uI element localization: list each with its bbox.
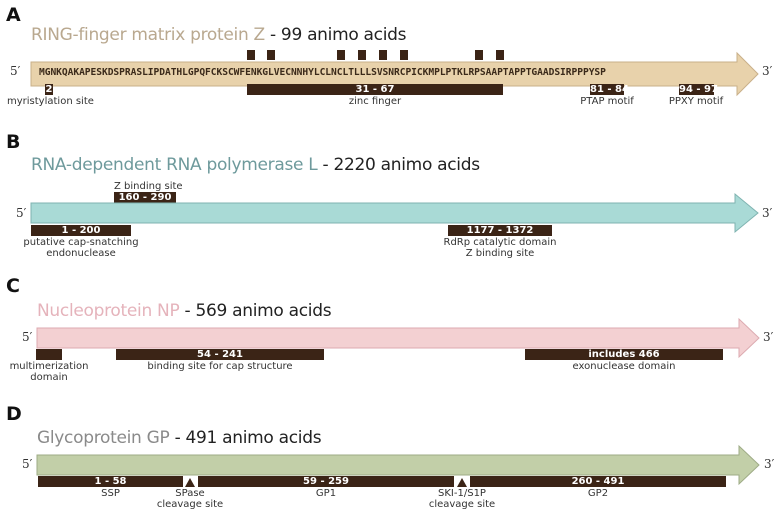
feature-label-ppxy: PPXY motif	[668, 96, 724, 107]
protein-length-gp: - 491 animo acids	[169, 428, 322, 448]
panel-d-title: Glycoprotein GP - 491 animo acids	[37, 428, 322, 448]
feature-label-endonuclease-2: endonuclease	[46, 248, 116, 259]
panel-letter-a: A	[6, 4, 21, 26]
zinc-marker-34	[267, 50, 275, 60]
three-prime-label-a: 3′	[762, 64, 773, 78]
feature-label-endonuclease: putative cap-snatching	[23, 237, 139, 248]
panel-letter-d: D	[6, 403, 22, 425]
cleavage-triangle-icon-ski1	[457, 478, 467, 487]
feature-label-myristylation: myristylation site	[7, 96, 94, 107]
feature-bar-zinc-finger: 31 - 67	[247, 84, 503, 95]
feature-bar-ptap: 81 - 84	[590, 84, 629, 95]
panel-b-title: RNA-dependent RNA polymerase L - 2220 an…	[31, 155, 480, 175]
protein-arrow-z	[30, 51, 759, 97]
feature-label-rdrp: RdRp catalytic domain	[443, 237, 557, 248]
zinc-marker-67	[496, 50, 504, 60]
feature-bar-gp1: 59 - 259	[198, 476, 454, 487]
cleavage-label-ski1: SKI-1/S1P	[438, 488, 486, 499]
feature-bar-ppxy: 94 - 97	[679, 84, 718, 95]
feature-label-cap-binding: binding site for cap structure	[147, 361, 293, 372]
feature-label-z-binding-top: Z binding site	[114, 181, 183, 192]
feature-bar-z-binding-top: 160 - 290	[114, 192, 176, 203]
zinc-marker-64	[475, 50, 483, 60]
amino-acid-sequence: MGNKQAKAPESKDSPRASLIPDATHLGPQFCKSCWFENKG…	[39, 67, 606, 78]
zinc-marker-47	[358, 50, 366, 60]
panel-a-title: RING-finger matrix protein Z - 99 animo …	[31, 25, 406, 45]
protein-name-l: RNA-dependent RNA polymerase L	[31, 155, 318, 175]
feature-bar-multimerization	[36, 349, 62, 360]
feature-label-ptap: PTAP motif	[580, 96, 634, 107]
feature-bar-cap-binding: 54 - 241	[116, 349, 324, 360]
protein-length-l: - 2220 animo acids	[317, 155, 481, 175]
protein-name-np: Nucleoprotein NP	[37, 301, 180, 321]
five-prime-label-c: 5′	[22, 330, 33, 344]
three-prime-label-d: 3′	[764, 457, 775, 471]
protein-name-gp: Glycoprotein GP	[37, 428, 170, 448]
cleavage-label-ski1-2: cleavage site	[428, 499, 496, 510]
feature-label-ssp: SSP	[101, 488, 120, 499]
five-prime-label-a: 5′	[10, 64, 21, 78]
protein-arrow-np	[36, 317, 760, 359]
feature-label-rdrp-2: Z binding site	[465, 248, 535, 259]
zinc-marker-53	[400, 50, 408, 60]
feature-bar-rdrp: 1177 - 1372	[448, 225, 552, 236]
three-prime-label-c: 3′	[763, 330, 774, 344]
feature-label-zinc-finger: zinc finger	[348, 96, 402, 107]
feature-bar-gp2: 260 - 491	[470, 476, 726, 487]
cleavage-triangle-icon-spase	[185, 478, 195, 487]
feature-label-gp2: GP2	[587, 488, 609, 499]
zinc-marker-50	[379, 50, 387, 60]
protein-arrow-l	[30, 192, 759, 234]
three-prime-label-b: 3′	[762, 206, 773, 220]
protein-length-z: - 99 animo acids	[264, 25, 407, 45]
zinc-marker-31	[247, 50, 255, 60]
cleavage-label-spase-2: cleavage site	[156, 499, 224, 510]
feature-bar-exonuclease: includes 466	[525, 349, 723, 360]
panel-c-title: Nucleoprotein NP - 569 animo acids	[37, 301, 332, 321]
protein-name-z: RING-finger matrix protein Z	[31, 25, 265, 45]
panel-letter-c: C	[6, 275, 20, 297]
feature-label-multimerization-2: domain	[30, 372, 68, 383]
panel-letter-b: B	[6, 131, 21, 153]
feature-bar-myristylation: 2	[45, 84, 53, 95]
cleavage-label-spase: SPase	[175, 488, 205, 499]
feature-label-multimerization: multimerization	[9, 361, 89, 372]
protein-length-np: - 569 animo acids	[179, 301, 332, 321]
feature-bar-ssp: 1 - 58	[38, 476, 183, 487]
feature-label-gp1: GP1	[315, 488, 337, 499]
five-prime-label-b: 5′	[16, 206, 27, 220]
zinc-marker-44	[337, 50, 345, 60]
protein-arrow-gp	[36, 444, 760, 486]
feature-bar-endonuclease: 1 - 200	[31, 225, 131, 236]
feature-label-exonuclease: exonuclease domain	[572, 361, 676, 372]
five-prime-label-d: 5′	[22, 457, 33, 471]
